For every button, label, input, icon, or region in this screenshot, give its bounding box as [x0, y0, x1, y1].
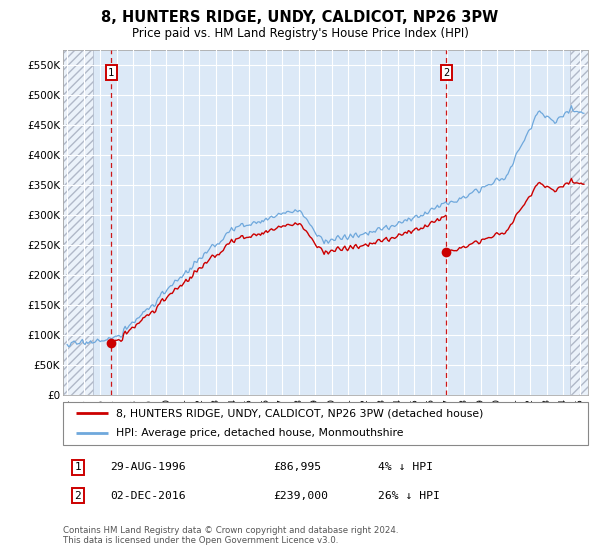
Text: 29-AUG-1996: 29-AUG-1996	[110, 463, 186, 473]
Text: £86,995: £86,995	[273, 463, 321, 473]
Text: 1: 1	[74, 463, 81, 473]
Bar	[63, 50, 93, 395]
FancyBboxPatch shape	[63, 402, 588, 445]
Text: 1: 1	[108, 68, 114, 78]
Text: 8, HUNTERS RIDGE, UNDY, CALDICOT, NP26 3PW: 8, HUNTERS RIDGE, UNDY, CALDICOT, NP26 3…	[101, 10, 499, 25]
Bar	[570, 50, 588, 395]
Text: 26% ↓ HPI: 26% ↓ HPI	[378, 491, 440, 501]
Text: Contains HM Land Registry data © Crown copyright and database right 2024.: Contains HM Land Registry data © Crown c…	[63, 526, 398, 535]
Text: 2: 2	[74, 491, 81, 501]
Text: £239,000: £239,000	[273, 491, 328, 501]
Text: This data is licensed under the Open Government Licence v3.0.: This data is licensed under the Open Gov…	[63, 536, 338, 545]
Text: Price paid vs. HM Land Registry's House Price Index (HPI): Price paid vs. HM Land Registry's House …	[131, 27, 469, 40]
Bar	[63, 50, 93, 395]
Text: HPI: Average price, detached house, Monmouthshire: HPI: Average price, detached house, Monm…	[115, 428, 403, 438]
Text: 4% ↓ HPI: 4% ↓ HPI	[378, 463, 433, 473]
Bar	[570, 50, 588, 395]
Text: 02-DEC-2016: 02-DEC-2016	[110, 491, 186, 501]
Text: 2: 2	[443, 68, 449, 78]
Text: 8, HUNTERS RIDGE, UNDY, CALDICOT, NP26 3PW (detached house): 8, HUNTERS RIDGE, UNDY, CALDICOT, NP26 3…	[115, 408, 483, 418]
